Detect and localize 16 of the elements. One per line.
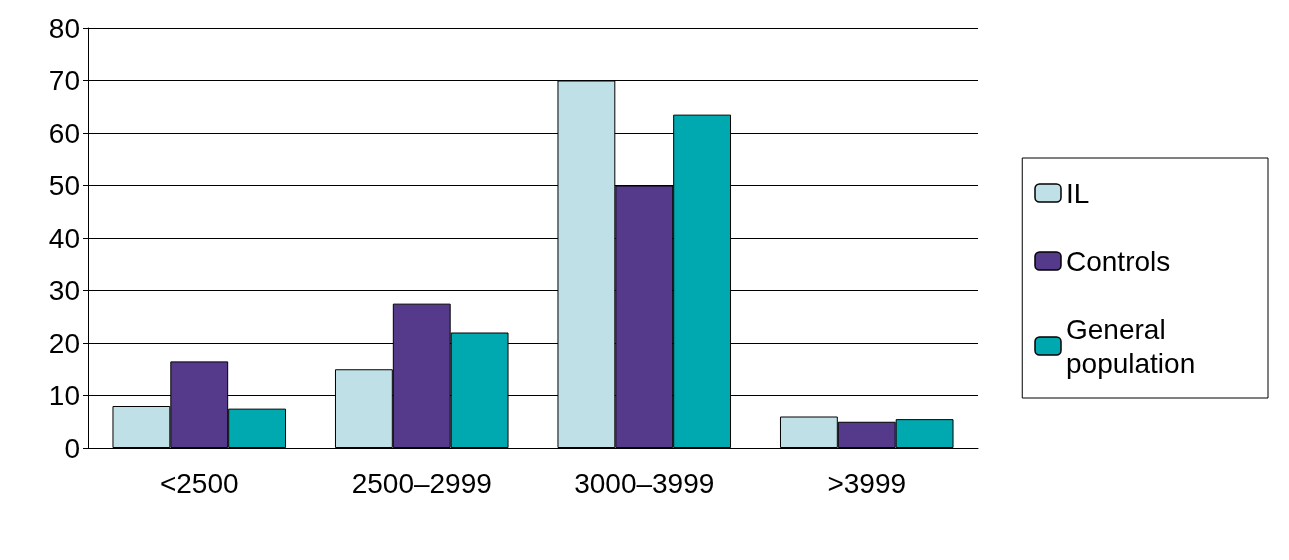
x-tick-label: 2500–2999 bbox=[351, 467, 492, 499]
x-tick-label: >3999 bbox=[827, 467, 907, 499]
y-tick-label: 60 bbox=[48, 117, 80, 149]
legend-label: General population bbox=[1066, 313, 1196, 379]
y-tick-label: 20 bbox=[48, 327, 80, 359]
y-tick-label: 30 bbox=[48, 275, 80, 306]
y-tick-label: 50 bbox=[48, 170, 80, 201]
x-tick-label: 3000–3999 bbox=[574, 467, 715, 499]
y-tick-label: 70 bbox=[48, 65, 80, 96]
y-tick-label: 40 bbox=[48, 222, 80, 254]
legend-label: IL bbox=[1066, 177, 1090, 209]
y-tick-label: 0 bbox=[64, 432, 80, 464]
y-tick-label: 10 bbox=[48, 380, 80, 411]
y-tick-label: 80 bbox=[48, 12, 80, 44]
legend-label: Controls bbox=[1066, 245, 1171, 277]
x-tick-label: <2500 bbox=[159, 467, 239, 499]
